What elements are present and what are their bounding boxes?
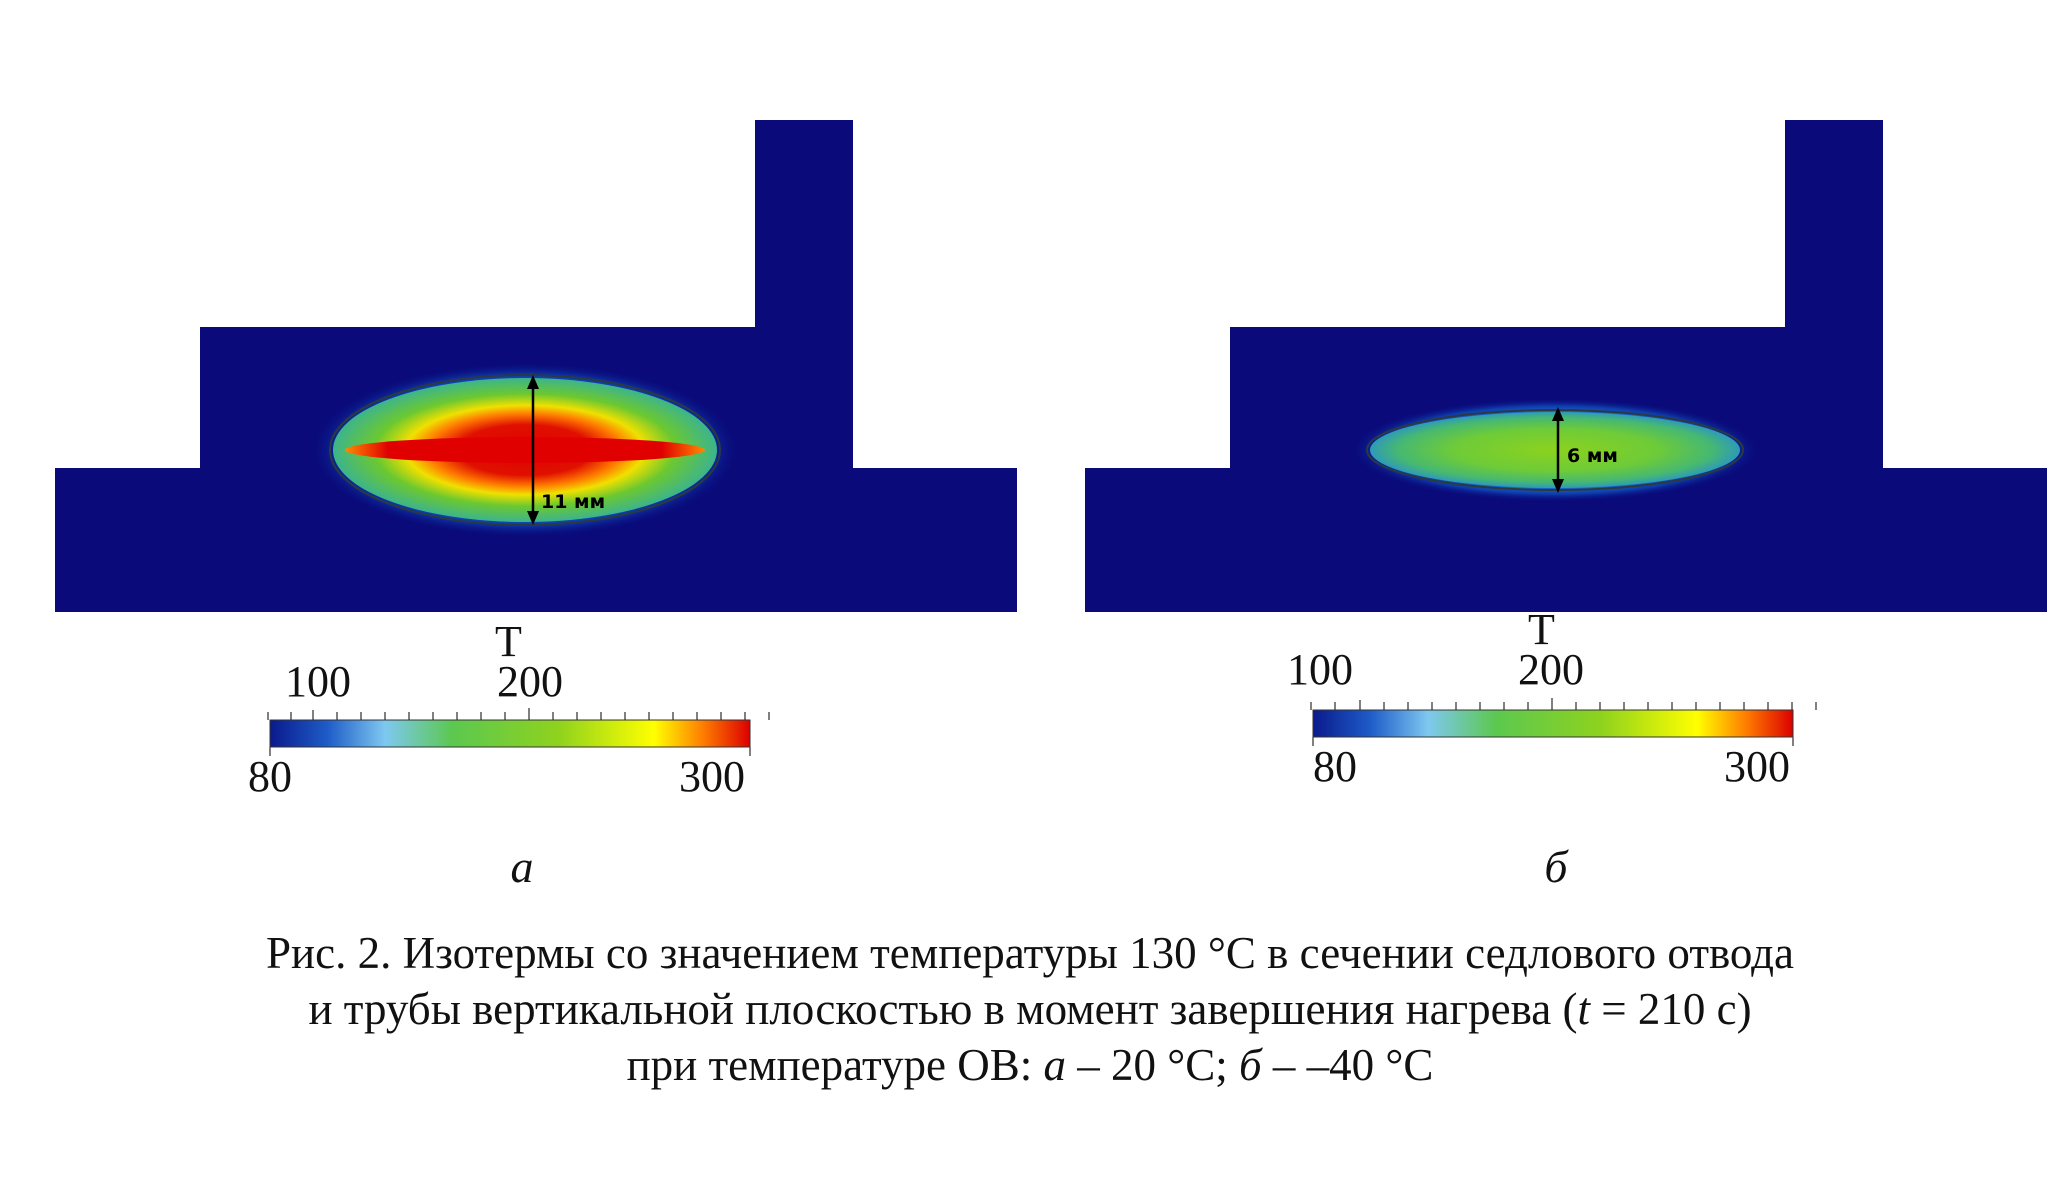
dimension-label: 11 мм bbox=[541, 491, 605, 513]
colorbar-tick-80: 80 bbox=[1313, 742, 1357, 791]
colorbar-tick-100: 100 bbox=[285, 657, 351, 706]
figure-panel-b: 6 мм T 100 200 80 300 bbox=[1085, 100, 2060, 789]
sub-label-b: б bbox=[1544, 841, 1568, 892]
colorbar-title: T bbox=[495, 617, 522, 666]
dimension-label: 6 мм bbox=[1567, 445, 1618, 467]
colorbar-tick-300: 300 bbox=[1724, 742, 1790, 791]
arrow-head-top bbox=[527, 375, 539, 389]
figure-panel-a: 11 мм T 100 200 80 300 bbox=[55, 100, 1035, 799]
arrow-head-bottom bbox=[527, 511, 539, 525]
colorbar-tick-200: 200 bbox=[1518, 645, 1584, 694]
figure-caption: Рис. 2. Изотермы со значением температур… bbox=[0, 925, 2060, 1093]
colorbar-ticks bbox=[1310, 698, 1817, 710]
caption-line-2: и трубы вертикальной плоскостью в момент… bbox=[308, 984, 1752, 1034]
core-zone bbox=[345, 437, 705, 463]
isotherm-130 bbox=[329, 374, 721, 526]
colorbar-scale bbox=[1312, 709, 1794, 738]
isotherm-130 bbox=[1366, 409, 1744, 491]
arrow-head-bottom bbox=[1552, 479, 1564, 493]
colorbar-b bbox=[1310, 698, 1817, 746]
heated-zone bbox=[1370, 412, 1740, 488]
arrow-head-top bbox=[1552, 407, 1564, 421]
temperature-field-b: 6 мм bbox=[1085, 120, 2047, 612]
caption-line-3: при температуре ОВ: а – 20 °С; б – –40 °… bbox=[626, 1040, 1434, 1090]
colorbar-tick-200: 200 bbox=[497, 657, 563, 706]
colorbar-tick-100: 100 bbox=[1287, 645, 1353, 694]
colorbar-a bbox=[267, 708, 770, 756]
colorbar-tick-300: 300 bbox=[679, 752, 745, 801]
colorbar-scale bbox=[269, 719, 751, 748]
sub-label-a: а bbox=[510, 841, 534, 892]
colorbar-ticks bbox=[267, 708, 770, 720]
colorbar-tick-80: 80 bbox=[248, 752, 292, 801]
temperature-field-a: 11 мм bbox=[55, 120, 1017, 612]
caption-line-1: Рис. 2. Изотермы со значением температур… bbox=[265, 928, 1795, 978]
colorbar-title: T bbox=[1528, 605, 1555, 654]
saddle-section-shape bbox=[1085, 120, 2047, 612]
